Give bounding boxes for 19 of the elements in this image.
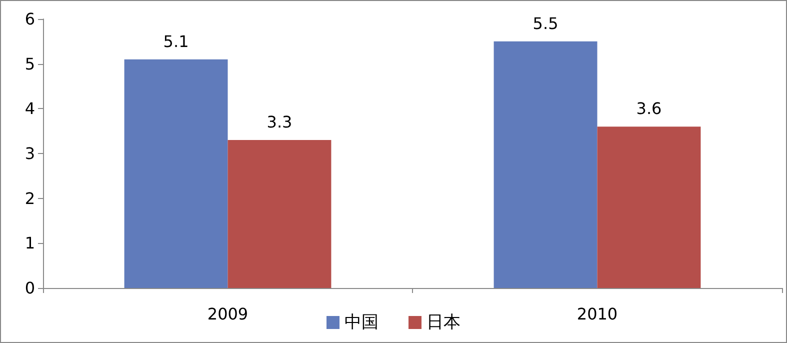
x-tick-label: 2009 bbox=[207, 304, 248, 324]
bar bbox=[228, 140, 332, 288]
data-label: 5.1 bbox=[163, 32, 189, 51]
y-tick-label: 4 bbox=[24, 99, 35, 118]
data-label: 5.5 bbox=[532, 14, 558, 33]
bar bbox=[494, 41, 598, 288]
data-label: 3.6 bbox=[636, 99, 662, 118]
legend-label: 中国 bbox=[344, 312, 378, 332]
y-tick-label: 0 bbox=[24, 278, 35, 298]
y-tick-label: 6 bbox=[24, 10, 35, 28]
y-tick-label: 2 bbox=[24, 188, 35, 208]
bar bbox=[597, 126, 701, 288]
y-tick-label: 3 bbox=[24, 144, 35, 163]
x-tick-label: 2010 bbox=[576, 304, 618, 324]
y-tick-label: 5 bbox=[24, 54, 35, 74]
data-label: 3.3 bbox=[266, 112, 292, 132]
y-tick-label: 1 bbox=[24, 234, 35, 253]
legend-label: 日本 bbox=[426, 312, 460, 332]
bar bbox=[124, 59, 228, 288]
